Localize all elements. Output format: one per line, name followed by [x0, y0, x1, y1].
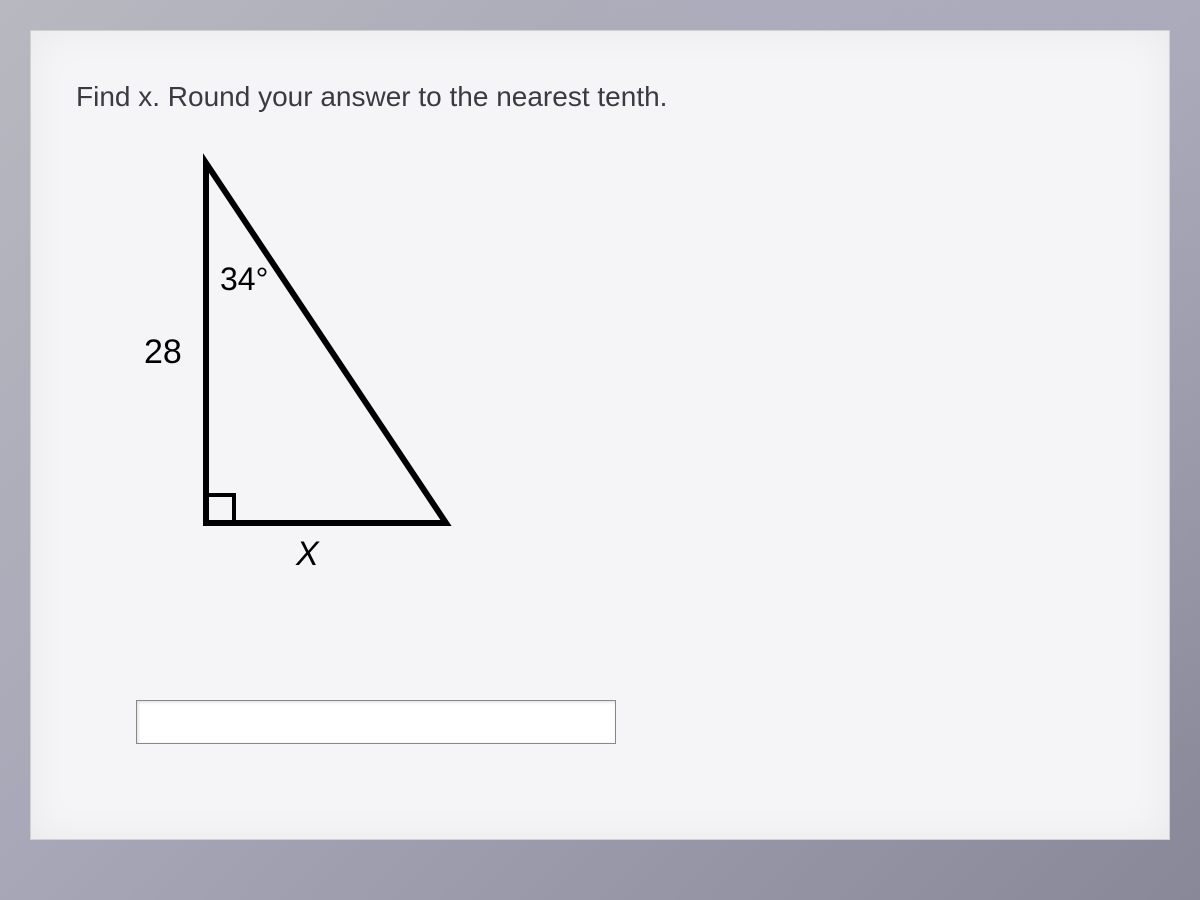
answer-input[interactable]: [137, 701, 615, 743]
triangle-diagram: 34° 28 X: [136, 143, 536, 593]
question-prompt: Find x. Round your answer to the nearest…: [76, 81, 1124, 113]
answer-input-container: [136, 700, 616, 744]
triangle-outline: [206, 163, 446, 523]
right-angle-marker: [206, 495, 234, 523]
triangle-svg: [136, 143, 536, 583]
vertical-side-label: 28: [144, 333, 182, 372]
angle-label: 34°: [220, 261, 268, 298]
question-card: Find x. Round your answer to the nearest…: [30, 30, 1170, 840]
base-side-label: X: [296, 535, 319, 574]
